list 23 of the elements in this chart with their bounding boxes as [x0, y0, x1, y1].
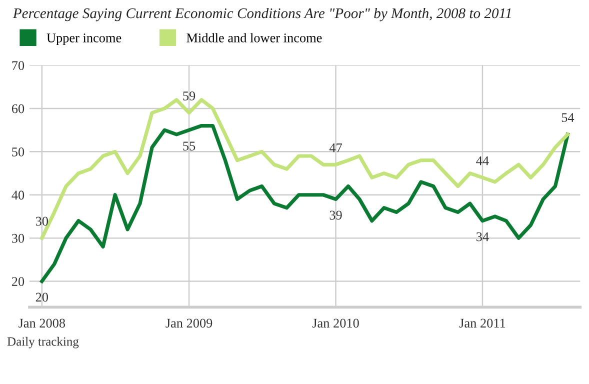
y-tick-label: 40	[12, 190, 24, 200]
annotation: 39	[330, 210, 342, 220]
annotation: 47	[329, 143, 342, 152]
y-tick-label: 60	[12, 104, 24, 114]
annotation: 30	[36, 216, 48, 226]
annotation: 34	[476, 232, 489, 242]
y-tick-label: 30	[12, 234, 24, 243]
annotation: 54	[562, 113, 574, 122]
y-tick-label: 50	[12, 147, 24, 156]
x-tick-label: Jan 2010	[312, 318, 359, 328]
legend-label: Middle and lower income	[186, 33, 322, 42]
annotation: 55	[183, 142, 196, 150]
annotation: 59	[183, 92, 196, 100]
x-tick-label: Jan 2008	[18, 318, 66, 328]
x-tick-label: Jan 2011	[459, 318, 506, 328]
chart-title: Percentage Saying Current Economic Conditions Are "Poor" by Month, 2008 to 2011	[12, 8, 511, 22]
text: Daily tracking	[7, 336, 79, 348]
y-tick-label: 20	[12, 277, 24, 286]
x-tick-label: Jan 2009	[166, 318, 212, 328]
annotation: 20	[36, 292, 48, 302]
legend-label: Upper income	[46, 33, 122, 46]
y-tick-label: 70	[12, 61, 24, 70]
annotation: 44	[476, 156, 489, 166]
